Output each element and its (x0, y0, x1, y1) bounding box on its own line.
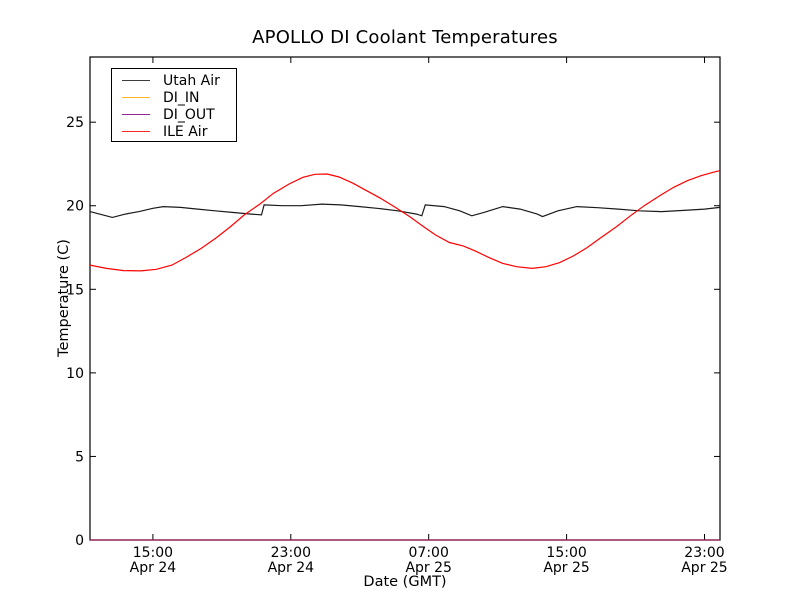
legend-line-swatch (122, 97, 150, 98)
x-tick-time-label: 07:00 (409, 545, 449, 561)
legend-item-label: DI_IN (163, 89, 200, 106)
legend-line-swatch (122, 80, 150, 81)
legend: Utah Air DI_IN DI_OUT ILE Air (111, 68, 237, 142)
y-tick-label: 10 (66, 366, 84, 382)
x-tick-date-label: Apr 25 (681, 560, 727, 576)
x-tick-time-label: 15:00 (546, 545, 586, 561)
legend-item-label: ILE Air (163, 123, 208, 140)
chart-title: APOLLO DI Coolant Temperatures (252, 27, 558, 48)
y-tick-label: 25 (66, 115, 84, 131)
legend-item: Utah Air (112, 72, 236, 89)
x-tick-date-label: Apr 24 (268, 560, 315, 576)
x-tick-date-label: Apr 25 (405, 560, 451, 576)
legend-item: DI_IN (112, 89, 236, 106)
legend-line-swatch (122, 131, 150, 132)
series-line-ile-air (89, 170, 721, 272)
series-line-utah-air (89, 203, 721, 219)
legend-line-swatch (122, 114, 150, 115)
legend-item: ILE Air (112, 123, 236, 140)
x-tick-time-label: 15:00 (133, 545, 173, 561)
legend-item: DI_OUT (112, 106, 236, 123)
x-tick-time-label: 23:00 (684, 545, 724, 561)
y-tick-label: 15 (66, 282, 84, 298)
y-axis-label: Temperature (C) (56, 239, 72, 357)
legend-item-label: Utah Air (163, 72, 220, 89)
x-tick-date-label: Apr 24 (130, 560, 177, 576)
x-tick-date-label: Apr 25 (543, 560, 589, 576)
y-tick-label: 5 (75, 449, 84, 465)
y-tick-label: 20 (66, 199, 84, 215)
x-tick-time-label: 23:00 (271, 545, 311, 561)
y-tick-label: 0 (75, 533, 84, 549)
legend-item-label: DI_OUT (163, 106, 215, 123)
x-axis-label: Date (GMT) (363, 574, 447, 590)
